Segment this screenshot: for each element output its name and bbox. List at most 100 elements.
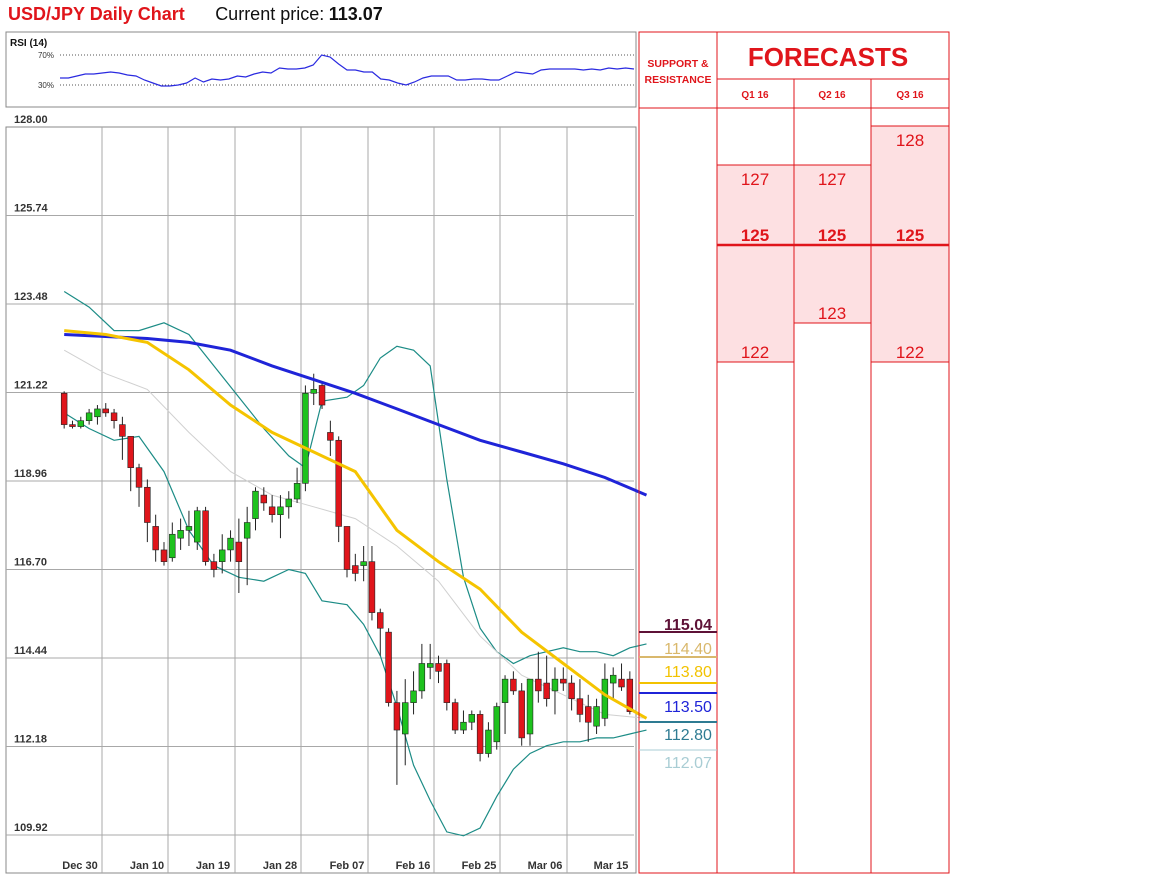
quarter-header-q3: Q3 16 [896, 90, 924, 101]
candle-body [568, 682, 575, 700]
candle-body [510, 678, 517, 692]
candle-body [85, 412, 93, 421]
forecast-q2-mid: 125 [818, 226, 846, 245]
candle-body [119, 424, 126, 437]
100-day-ma-line [64, 329, 648, 720]
candle-body [585, 706, 592, 723]
forecast-fill-q1-upper [717, 165, 794, 245]
candle-body [535, 678, 542, 692]
candle-body [102, 408, 109, 414]
candle-body [60, 392, 68, 425]
forecast-fill-q2-lower [794, 245, 871, 323]
rsi-70-label: 70% [38, 51, 54, 60]
rsi-title: RSI (14) [10, 38, 47, 49]
forecast-q1-mid: 125 [741, 226, 769, 245]
rsi-line [60, 54, 635, 87]
sr-level-label: 114.40 [664, 641, 712, 658]
candle-body [352, 565, 359, 574]
forecast-q1-high: 127 [741, 170, 769, 189]
forecast-fill-q1-lower [717, 245, 794, 362]
forecast-q3-low: 122 [896, 343, 924, 362]
x-tick-label: Dec 30 [62, 860, 97, 872]
candle-body [335, 439, 342, 527]
forecasts-title: FORECASTS [748, 42, 908, 72]
candle-body [194, 510, 201, 543]
candle-body [493, 706, 500, 743]
candle-body [177, 530, 184, 539]
y-tick-label: 114.44 [14, 645, 48, 657]
candle-body [135, 467, 143, 488]
candle-body [127, 436, 134, 468]
chart-title: USD/JPY Daily Chart [8, 4, 185, 24]
y-tick-label: 123.48 [14, 291, 48, 303]
candle-body [77, 420, 85, 427]
y-tick-label: 116.70 [14, 557, 47, 569]
price-panel: 128.00 125.74 123.48 121.22 118.96 116.70 114.… [5, 114, 648, 874]
candle-body [410, 690, 417, 703]
candle-body [210, 561, 218, 570]
x-tick-label: Mar 06 [528, 860, 563, 872]
candle-body [285, 498, 292, 508]
candle-body [302, 392, 309, 484]
candle-body [268, 506, 276, 515]
y-tick-label: 118.96 [14, 468, 47, 480]
candle-body [252, 490, 259, 519]
candle-body [576, 698, 584, 715]
forecast-fill-q3-upper [871, 126, 949, 245]
candle-body [543, 682, 550, 700]
sr-level-label: 115.04 [664, 617, 712, 634]
forecast-q3-mid: 125 [896, 226, 924, 245]
forecast-q2-low: 123 [818, 304, 846, 323]
candle-body [377, 612, 384, 629]
candle-body [526, 678, 534, 735]
sr-header-line2: RESISTANCE [645, 74, 712, 86]
forecast-q3-high: 128 [896, 131, 924, 150]
candle-body [451, 702, 459, 731]
candle-body [169, 533, 176, 559]
candle-body [485, 729, 492, 754]
sr-level-label: 112.80 [664, 727, 712, 744]
candle-body [460, 721, 467, 731]
candle-body [343, 526, 351, 570]
candle-body [94, 408, 101, 418]
forecast-fill-q3-lower [871, 245, 949, 362]
sr-level-label: 113.50 [664, 699, 712, 716]
x-tick-label: Jan 28 [263, 860, 297, 872]
quarter-header-q1: Q1 16 [741, 90, 769, 101]
candle-body [293, 483, 301, 500]
y-tick-label: 125.74 [14, 203, 49, 215]
rsi-panel: RSI (14) 70% 30% [5, 31, 637, 108]
candle-body [227, 537, 234, 551]
x-tick-label: Jan 19 [196, 860, 230, 872]
candle-body [443, 663, 451, 703]
candle-body [393, 702, 401, 731]
candle-body [202, 510, 209, 562]
current-price-label: Current price: [215, 4, 325, 24]
x-tick-label: Feb 25 [462, 860, 497, 872]
candle-body [318, 385, 326, 406]
200-day-ma-line [64, 333, 648, 497]
sr-header-line1: SUPPORT & [647, 58, 709, 70]
candle-body [144, 486, 151, 523]
sr-level-label: 113.80 [664, 664, 712, 681]
candle-body [426, 663, 434, 668]
candle-body [235, 541, 243, 562]
y-tick-label: 109.92 [14, 822, 48, 834]
rsi-30-label: 30% [38, 81, 54, 90]
candle-body [327, 432, 334, 441]
candle-body [626, 678, 634, 712]
candle-body [476, 714, 484, 754]
current-price-value: 113.07 [328, 4, 383, 24]
y-tick-label: 128.00 [14, 114, 48, 126]
forecast-panel: SUPPORT & RESISTANCE FORECASTS Q1 16 Q2 … [638, 31, 950, 874]
x-tick-label: Feb 07 [330, 860, 365, 872]
candle-body [360, 561, 367, 566]
candle-body [277, 506, 284, 515]
sr-level-label: 112.07 [664, 755, 712, 772]
candle-body [618, 678, 625, 688]
candle-body [609, 674, 617, 684]
x-tick-label: Mar 15 [594, 860, 629, 872]
forecast-q2-high: 127 [818, 170, 846, 189]
upper-band-line [63, 290, 647, 665]
